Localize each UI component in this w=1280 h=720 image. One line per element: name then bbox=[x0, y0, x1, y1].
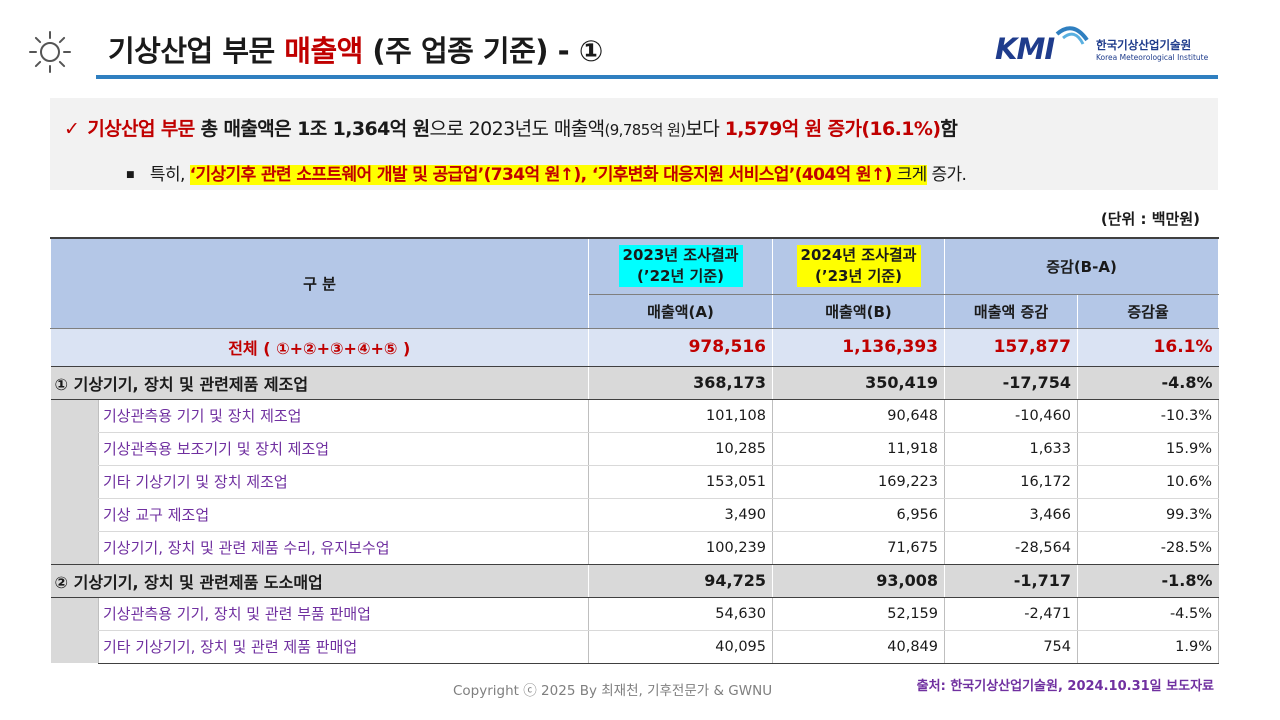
kmi-logo: KMI 한국기상산업기술원 Korea Meteorological Insti… bbox=[995, 22, 1215, 70]
sales-table: 구 분 2023년 조사결과 (’22년 기준) 2024년 조사결과 (’23년 … bbox=[49, 237, 1220, 664]
table-row: 기타 기상기기, 장치 및 관련 제품 판매업 40,095 40,849 75… bbox=[51, 630, 1220, 664]
indent-spacer bbox=[50, 597, 99, 663]
item-label: 기상관측용 기기 및 장치 제조업 bbox=[97, 399, 589, 433]
group-row: ② 기상기기, 장치 및 관련제품 도소매업 94,725 93,008 -1,… bbox=[50, 563, 1219, 598]
group-b: 93,008 bbox=[772, 563, 945, 598]
logo-mark: KMI bbox=[995, 32, 1055, 66]
logo-name-kr: 한국기상산업기술원 bbox=[1096, 38, 1192, 52]
item-diff: 754 bbox=[944, 630, 1078, 664]
logo-name-en: Korea Meteorological Institute bbox=[1096, 53, 1209, 62]
item-label: 기상기기, 장치 및 관련 제품 수리, 유지보수업 bbox=[97, 531, 589, 565]
item-rate: -10.3% bbox=[1077, 399, 1220, 433]
item-b: 6,956 bbox=[772, 498, 945, 532]
item-diff: -28,564 bbox=[944, 531, 1078, 565]
sun-icon bbox=[29, 31, 71, 73]
summary-line-detail: ■ 특히, ‘기상기후 관련 소프트웨어 개발 및 공급업’(734억 원↑), … bbox=[126, 165, 967, 185]
title-underline bbox=[96, 75, 1218, 79]
logo-arc-icon bbox=[1055, 26, 1089, 45]
total-b: 1,136,393 bbox=[772, 327, 945, 367]
group-diff: -1,717 bbox=[944, 563, 1078, 598]
table-row: 기상관측용 보조기기 및 장치 제조업 10,285 11,918 1,633 … bbox=[51, 432, 1220, 466]
header-sales-a: 매출액(A) bbox=[588, 293, 774, 329]
item-a: 3,490 bbox=[588, 498, 773, 532]
total-a: 978,516 bbox=[588, 327, 773, 367]
table-row: 기상관측용 기기, 장치 및 관련 부품 판매업 54,630 52,159 -… bbox=[50, 597, 1220, 663]
group-row: ① 기상기기, 장치 및 관련제품 제조업 368,173 350,419 -1… bbox=[50, 365, 1219, 400]
item-label: 기상 교구 제조업 bbox=[97, 498, 589, 532]
item-b: 11,918 bbox=[772, 432, 945, 466]
table-row: 기상 교구 제조업 3,490 6,956 3,466 99.3% bbox=[51, 498, 1220, 532]
item-diff: -2,471 bbox=[944, 597, 1078, 631]
table-row: 기타 기상기기 및 장치 제조업 153,051 169,223 16,172 … bbox=[51, 465, 1220, 499]
item-b: 169,223 bbox=[772, 465, 945, 499]
item-diff: 3,466 bbox=[944, 498, 1078, 532]
indent-spacer bbox=[50, 399, 99, 564]
item-label: 기타 기상기기 및 장치 제조업 bbox=[97, 465, 589, 499]
header-rate: 증감율 bbox=[1077, 293, 1220, 329]
page-title: 기상산업 부문 매출액 (주 업종 기준) - ① bbox=[108, 34, 603, 68]
item-label: 기상관측용 기기, 장치 및 관련 부품 판매업 bbox=[97, 597, 589, 631]
summary-line-main: ✓ 기상산업 부문 총 매출액은 1조 1,364억 원으로 2023년도 매출액… bbox=[64, 118, 958, 140]
item-a: 101,108 bbox=[588, 399, 773, 433]
item-label: 기타 기상기기, 장치 및 관련 제품 판매업 bbox=[97, 630, 589, 664]
item-rate: -28.5% bbox=[1077, 531, 1220, 565]
group-diff: -17,754 bbox=[944, 365, 1078, 400]
table-row: 기상기기, 장치 및 관련 제품 수리, 유지보수업 100,239 71,67… bbox=[51, 531, 1220, 565]
item-rate: 1.9% bbox=[1077, 630, 1220, 664]
group-b: 350,419 bbox=[772, 365, 945, 400]
summary-box: ✓ 기상산업 부문 총 매출액은 1조 1,364억 원으로 2023년도 매출액… bbox=[50, 98, 1218, 190]
check-icon: ✓ bbox=[64, 118, 80, 140]
item-b: 90,648 bbox=[772, 399, 945, 433]
header-change: 증감(B-A) bbox=[944, 237, 1220, 295]
item-rate: -4.5% bbox=[1077, 597, 1220, 631]
header-sales-b: 매출액(B) bbox=[772, 293, 946, 329]
group-label: ① 기상기기, 장치 및 관련제품 제조업 bbox=[50, 365, 589, 400]
item-label: 기상관측용 보조기기 및 장치 제조업 bbox=[97, 432, 589, 466]
item-diff: -10,460 bbox=[944, 399, 1078, 433]
group-rate: -4.8% bbox=[1077, 365, 1219, 400]
total-label: 전체 ( ①+②+③+④+⑤ ) bbox=[50, 327, 589, 367]
item-a: 54,630 bbox=[588, 597, 773, 631]
item-rate: 15.9% bbox=[1077, 432, 1220, 466]
header-sales-change: 매출액 증감 bbox=[944, 293, 1079, 329]
group-a: 94,725 bbox=[588, 563, 773, 598]
copyright-text: Copyright ⓒ 2025 By 최재천, 기후전문가 & GWNU bbox=[453, 683, 773, 699]
table-row: 기상관측용 기기 및 장치 제조업 101,108 90,648 -10,460… bbox=[50, 399, 1220, 564]
item-a: 10,285 bbox=[588, 432, 773, 466]
source-text: 출처: 한국기상산업기술원, 2024.10.31일 보도자료 bbox=[916, 679, 1214, 694]
item-a: 153,051 bbox=[588, 465, 773, 499]
header-2023: 2023년 조사결과 (’22년 기준) bbox=[588, 237, 774, 295]
group-a: 368,173 bbox=[588, 365, 773, 400]
item-diff: 16,172 bbox=[944, 465, 1078, 499]
unit-label: (단위 : 백만원) bbox=[1100, 210, 1200, 228]
header-category: 구 분 bbox=[49, 237, 590, 329]
item-a: 100,239 bbox=[588, 531, 773, 565]
item-b: 40,849 bbox=[772, 630, 945, 664]
item-a: 40,095 bbox=[588, 630, 773, 664]
group-label: ② 기상기기, 장치 및 관련제품 도소매업 bbox=[50, 563, 589, 598]
item-b: 71,675 bbox=[772, 531, 945, 565]
header-2024: 2024년 조사결과 (’23년 기준) bbox=[772, 237, 946, 295]
total-rate: 16.1% bbox=[1077, 327, 1219, 367]
item-rate: 10.6% bbox=[1077, 465, 1220, 499]
item-b: 52,159 bbox=[772, 597, 945, 631]
square-bullet-icon: ■ bbox=[126, 170, 134, 180]
group-rate: -1.8% bbox=[1077, 563, 1219, 598]
total-diff: 157,877 bbox=[944, 327, 1078, 367]
item-diff: 1,633 bbox=[944, 432, 1078, 466]
item-rate: 99.3% bbox=[1077, 498, 1220, 532]
total-row: 전체 ( ①+②+③+④+⑤ ) 978,516 1,136,393 157,8… bbox=[50, 327, 1219, 367]
